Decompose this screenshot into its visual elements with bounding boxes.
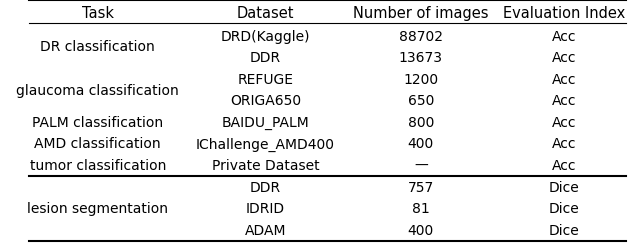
Text: AMD classification: AMD classification (35, 137, 161, 151)
Text: Acc: Acc (552, 115, 576, 129)
Text: 88702: 88702 (399, 29, 443, 44)
Text: IChallenge_AMD400: IChallenge_AMD400 (196, 137, 335, 151)
Text: tumor classification: tumor classification (29, 159, 166, 172)
Text: Dataset: Dataset (237, 6, 294, 21)
Text: 400: 400 (408, 137, 434, 151)
Text: 1200: 1200 (403, 73, 438, 86)
Text: Private Dataset: Private Dataset (212, 159, 319, 172)
Text: Acc: Acc (552, 159, 576, 172)
Text: ORIGA650: ORIGA650 (230, 94, 301, 108)
Text: Acc: Acc (552, 94, 576, 108)
Text: Dice: Dice (548, 201, 579, 215)
Text: 650: 650 (408, 94, 434, 108)
Text: Task: Task (82, 6, 114, 21)
Text: Acc: Acc (552, 137, 576, 151)
Text: DDR: DDR (250, 180, 281, 194)
Text: REFUGE: REFUGE (237, 73, 294, 86)
Text: Dice: Dice (548, 180, 579, 194)
Text: ADAM: ADAM (244, 223, 286, 237)
Text: Acc: Acc (552, 51, 576, 65)
Text: 800: 800 (408, 115, 434, 129)
Text: Acc: Acc (552, 29, 576, 44)
Text: 81: 81 (412, 201, 429, 215)
Text: 13673: 13673 (399, 51, 443, 65)
Text: —: — (414, 159, 428, 172)
Text: lesion segmentation: lesion segmentation (27, 201, 168, 215)
Text: 757: 757 (408, 180, 434, 194)
Text: Acc: Acc (552, 73, 576, 86)
Text: Evaluation Index: Evaluation Index (502, 6, 625, 21)
Text: IDRID: IDRID (246, 201, 285, 215)
Text: DRD(Kaggle): DRD(Kaggle) (221, 29, 310, 44)
Text: DR classification: DR classification (40, 40, 155, 54)
Text: 400: 400 (408, 223, 434, 237)
Text: glaucoma classification: glaucoma classification (16, 83, 179, 97)
Text: PALM classification: PALM classification (32, 115, 163, 129)
Text: Number of images: Number of images (353, 6, 488, 21)
Text: DDR: DDR (250, 51, 281, 65)
Text: BAIDU_PALM: BAIDU_PALM (221, 115, 309, 129)
Text: Dice: Dice (548, 223, 579, 237)
